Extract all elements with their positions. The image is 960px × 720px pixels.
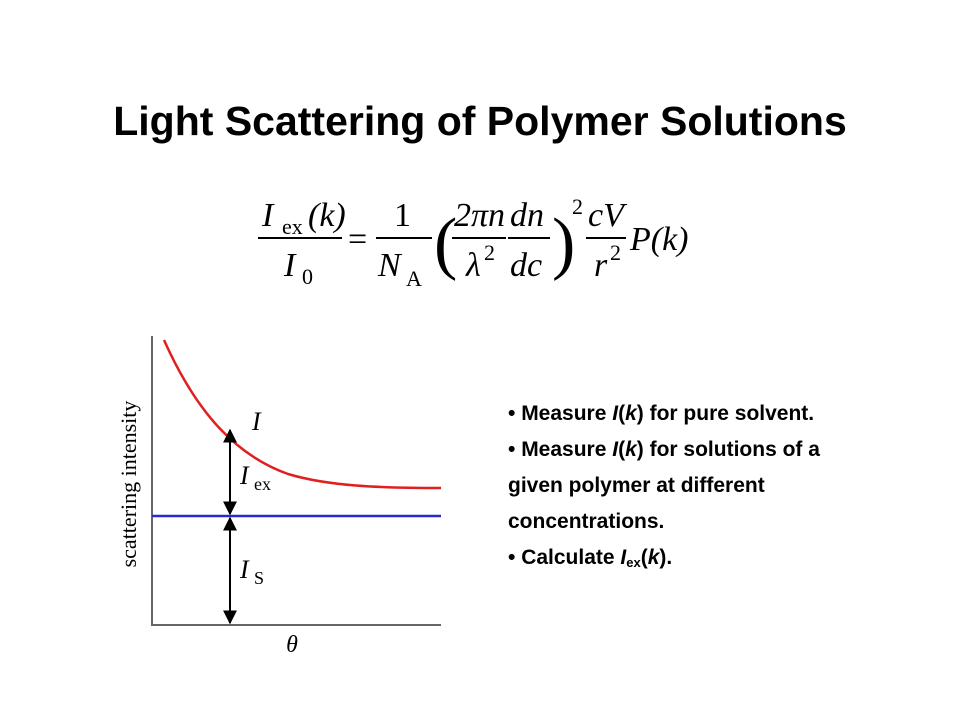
- bullet-text: (: [618, 402, 626, 425]
- lhs-numerator-subscript: ex: [282, 214, 303, 239]
- bullet-continuation: given polymer at different: [508, 474, 765, 497]
- equals-sign: =: [348, 221, 367, 258]
- bullet-text: (: [618, 438, 626, 461]
- x-axis-label: θ: [286, 632, 298, 658]
- solvent-intensity-label: I: [239, 555, 250, 584]
- bullet-item-measure-solutions: • Measure I(k) for solutions of a: [508, 432, 928, 468]
- bullet-marker: •: [508, 402, 522, 425]
- frac1-numerator: 1: [394, 197, 411, 234]
- y-axis-label: scattering intensity: [116, 401, 141, 568]
- bullet-text: ).: [659, 546, 673, 569]
- frac1-denominator-symbol: N: [377, 247, 403, 284]
- bullet-var: I: [612, 438, 619, 461]
- form-factor: P(k): [629, 221, 689, 258]
- bullet-text: ) for solutions of a: [636, 438, 820, 461]
- bullet-text: ) for pure solvent.: [636, 402, 815, 425]
- frac4-denominator: r: [594, 247, 608, 284]
- frac4-denominator-superscript: 2: [610, 240, 621, 265]
- scattering-diagram: I I ex I S θ scattering intensity: [116, 336, 442, 658]
- lhs-denominator-subscript: 0: [302, 264, 313, 289]
- total-intensity-label: I: [251, 407, 262, 436]
- frac2-numerator: 2πn: [454, 197, 505, 234]
- frac2-denominator: λ: [465, 247, 481, 284]
- lhs-numerator-argument: (k): [308, 197, 346, 234]
- bullet-text: Measure: [521, 402, 613, 425]
- solvent-intensity-subscript: S: [254, 568, 264, 588]
- frac2-denominator-superscript: 2: [484, 240, 495, 265]
- bullet-item-calculate: • Calculate Iex(k).: [508, 540, 928, 581]
- slide-title: Light Scattering of Polymer Solutions: [113, 98, 847, 144]
- scattering-formula: I ex (k) I 0 = 1 N A ( 2πn λ 2 dn dc ) 2…: [258, 194, 689, 291]
- total-intensity-curve: [162, 339, 442, 490]
- bullet-var: I: [612, 402, 619, 425]
- frac3-denominator: dc: [510, 247, 542, 284]
- bullet-var: I: [620, 546, 627, 569]
- bullet-arg: k: [647, 546, 660, 569]
- bullet-subscript: ex: [626, 555, 641, 570]
- bullet-text: Calculate: [521, 546, 621, 569]
- excess-intensity-label: I: [239, 461, 250, 490]
- frac3-numerator: dn: [510, 197, 544, 234]
- frac4-numerator: cV: [588, 197, 628, 234]
- bullet-arg: k: [625, 438, 637, 461]
- bullet-list: • Measure I(k) for pure solvent. • Measu…: [508, 396, 928, 581]
- lhs-denominator-symbol: I: [283, 247, 297, 284]
- frac1-denominator-subscript: A: [406, 266, 422, 291]
- bullet-continuation: concentrations.: [508, 510, 665, 533]
- bullet-marker: •: [508, 546, 522, 569]
- lhs-numerator-symbol: I: [261, 197, 275, 234]
- right-paren: ): [552, 205, 575, 282]
- excess-intensity-subscript: ex: [254, 474, 271, 494]
- left-paren: (: [434, 205, 457, 282]
- bullet-text: (: [640, 546, 648, 569]
- bullet-item-measure-solvent: • Measure I(k) for pure solvent.: [508, 396, 928, 432]
- paren-superscript: 2: [572, 194, 583, 219]
- bullet-arg: k: [625, 402, 637, 425]
- bullet-marker: •: [508, 438, 522, 461]
- bullet-text: Measure: [521, 438, 613, 461]
